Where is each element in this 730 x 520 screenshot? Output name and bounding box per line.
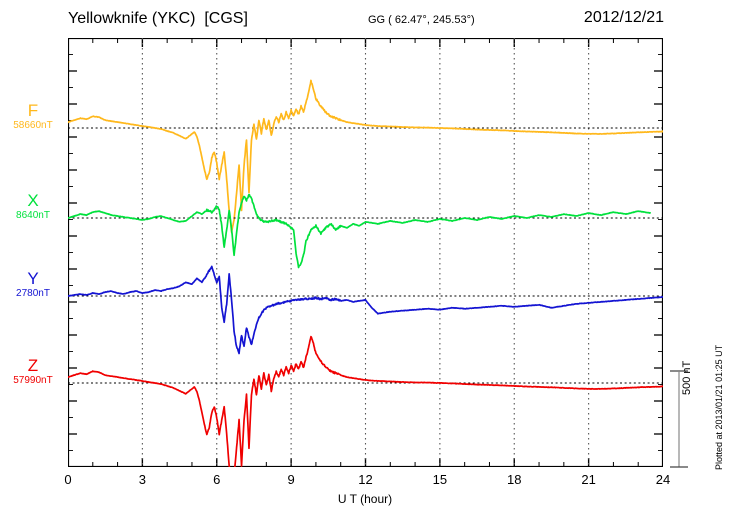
component-letter-y: Y xyxy=(27,269,39,288)
geographic-coordinates: GG ( 62.47°, 245.53°) xyxy=(368,14,475,26)
x-tick-12: 12 xyxy=(358,472,373,487)
x-tick-15: 15 xyxy=(432,472,448,487)
x-tick-6: 6 xyxy=(213,472,221,487)
plot-area xyxy=(68,38,663,467)
component-label-f: F 58660nT xyxy=(2,102,64,132)
x-tick-0: 0 xyxy=(64,472,72,487)
component-letter-x: X xyxy=(27,191,39,210)
component-letter-f: F xyxy=(27,101,39,120)
plotted-at-timestamp: Plotted at 2013/01/21 01:25 UT xyxy=(714,344,724,470)
component-baseline-x: 8640nT xyxy=(16,210,50,221)
component-baseline-f: 58660nT xyxy=(13,120,53,131)
observation-date: 2012/12/21 xyxy=(583,9,664,26)
magnetogram-chart xyxy=(68,38,663,467)
x-axis-title: U T (hour) xyxy=(337,492,393,506)
x-tick-9: 9 xyxy=(287,472,295,487)
x-tick-24: 24 xyxy=(655,472,671,487)
scale-bar-label: 500 nT xyxy=(681,360,693,395)
scale-bar-icon xyxy=(670,370,688,468)
page-title: Yellowknife (YKC) [CGS] xyxy=(68,10,248,27)
x-tick-21: 21 xyxy=(581,472,596,487)
component-baseline-z: 57990nT xyxy=(13,375,53,386)
component-label-y: Y 2780nT xyxy=(2,270,64,300)
component-label-x: X 8640nT xyxy=(2,192,64,222)
component-baseline-y: 2780nT xyxy=(16,288,50,299)
component-letter-z: Z xyxy=(27,356,39,375)
component-label-z: Z 57990nT xyxy=(2,357,64,387)
x-tick-18: 18 xyxy=(507,472,522,487)
x-tick-3: 3 xyxy=(138,472,146,487)
